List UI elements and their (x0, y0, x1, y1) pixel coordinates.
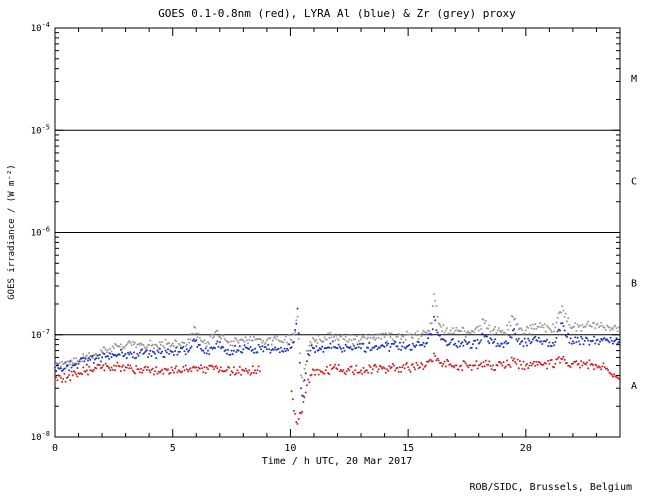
svg-text:B: B (631, 279, 637, 290)
svg-text:10-7: 10-7 (31, 328, 50, 341)
y-axis-tick-labels: 10-8 10-7 10-6 10-5 10-4 (31, 21, 50, 443)
svg-text:5: 5 (170, 443, 176, 454)
plot-area: 0 5 10 15 20 10-8 10-7 10-6 10-5 10-4 M C B A (31, 21, 637, 454)
svg-text:C: C (631, 176, 637, 187)
chart-title: GOES 0.1-0.8nm (red), LYRA Al (blue) & Z… (158, 7, 516, 20)
series-dots-lyra-al-proxy (54, 307, 620, 398)
flare-class-labels: M C B A (631, 74, 637, 392)
svg-text:10-4: 10-4 (31, 21, 50, 34)
svg-text:10: 10 (284, 443, 296, 454)
y-axis-label: GOES irradiance / (W m⁻²) (7, 164, 17, 299)
svg-text:10-8: 10-8 (31, 430, 50, 443)
series-dots-lyra-zr-proxy (54, 293, 620, 383)
x-axis-label: Time / h UTC, 20 Mar 2017 (262, 456, 413, 467)
flare-class-lines (55, 129, 620, 336)
footer-credit: ROB/SIDC, Brussels, Belgium (469, 482, 632, 493)
svg-text:15: 15 (402, 443, 414, 454)
svg-text:M: M (631, 74, 637, 85)
x-axis-ticks (54, 28, 621, 437)
svg-text:10-5: 10-5 (31, 123, 50, 136)
svg-text:10-6: 10-6 (31, 226, 50, 239)
svg-text:0: 0 (52, 443, 58, 454)
series-dots-goes-0-1-0-8nm (54, 352, 620, 425)
svg-text:A: A (631, 381, 637, 392)
y-axis-ticks (55, 27, 620, 438)
x-axis-tick-labels: 0 5 10 15 20 (52, 443, 532, 454)
svg-text:20: 20 (520, 443, 532, 454)
